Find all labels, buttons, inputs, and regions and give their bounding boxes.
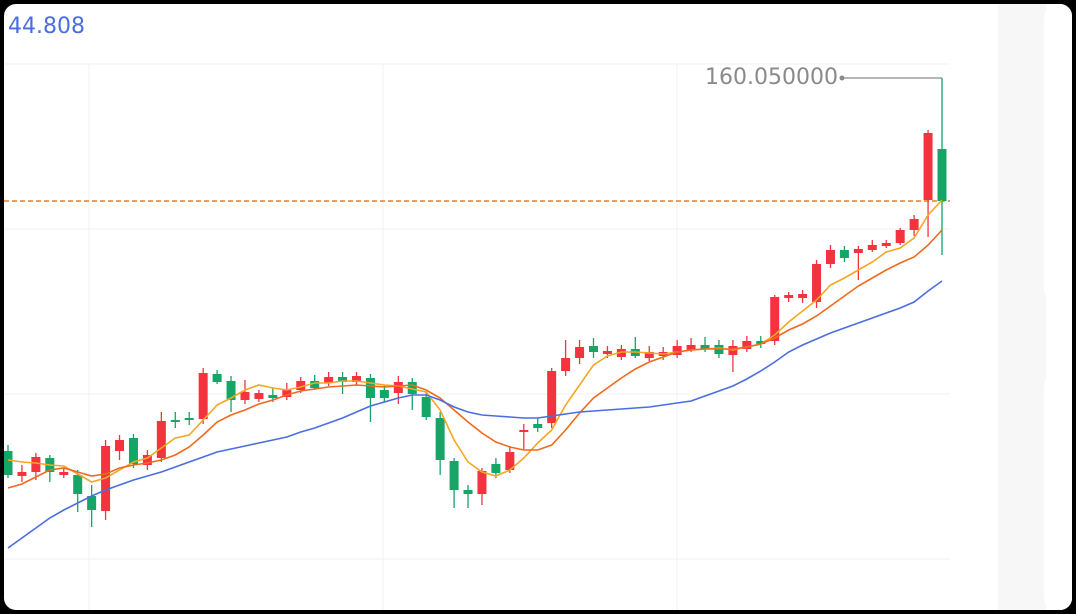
candle-body: [254, 393, 264, 399]
grid: [4, 63, 950, 610]
candle-body: [184, 418, 194, 420]
high-label: 160.050000: [705, 65, 838, 90]
candle-body: [198, 373, 208, 419]
side-panel: [998, 4, 1046, 610]
candle-body: [798, 294, 808, 298]
candle-body: [282, 390, 292, 397]
candle-body: [435, 418, 445, 460]
candle-body: [338, 377, 348, 382]
candle-body: [686, 345, 696, 350]
candle-body: [881, 243, 891, 246]
candle-body: [853, 249, 863, 253]
candle-body: [909, 219, 919, 230]
indicator-value: 44.808: [8, 14, 85, 39]
candle-body: [602, 351, 612, 354]
candle-body: [128, 438, 138, 464]
average-line: [7, 280, 943, 549]
candle-body: [700, 345, 710, 349]
candle-body: [393, 382, 403, 393]
candle-body: [421, 397, 431, 417]
candle-body: [895, 230, 905, 243]
candle-body: [310, 381, 320, 388]
candle-body: [839, 250, 849, 258]
candle-body: [170, 420, 180, 422]
candle-body: [407, 382, 417, 394]
candle-body: [296, 381, 306, 390]
candle-body: [588, 346, 598, 352]
candle-body: [115, 440, 125, 451]
candle-body: [4, 451, 13, 475]
high-dot: [839, 75, 845, 81]
candle-body: [672, 346, 682, 355]
candle-body: [519, 430, 529, 432]
candle-body: [463, 490, 473, 494]
candle-body: [156, 421, 166, 458]
candle-body: [742, 341, 752, 349]
average-line: [7, 199, 943, 483]
candle-body: [616, 349, 626, 357]
candle-body: [867, 245, 877, 250]
candle-body: [937, 149, 947, 201]
candle-body: [491, 464, 501, 473]
candle-body: [226, 381, 236, 400]
candle-body: [812, 264, 822, 302]
candle-body: [923, 133, 933, 200]
average-line: [7, 229, 943, 489]
candle-body: [59, 472, 69, 475]
candle-body: [379, 390, 389, 398]
chart: 44.808 160.050000: [4, 14, 950, 610]
side-edge: [1044, 4, 1072, 304]
candle-body: [142, 455, 152, 465]
candle-body: [365, 378, 375, 398]
candle-body: [324, 377, 334, 383]
candle-body: [352, 376, 362, 382]
candle-body: [770, 297, 780, 341]
candle-body: [547, 371, 557, 423]
candle-body: [533, 424, 543, 428]
candle-body: [73, 475, 83, 494]
candle-body: [31, 457, 41, 472]
candle-body: [825, 250, 835, 264]
candle-body: [784, 295, 794, 298]
candle-body: [212, 374, 222, 382]
side-edge: [1044, 372, 1072, 610]
candle-body: [477, 471, 487, 494]
candle-body: [644, 352, 654, 358]
candle-body: [561, 358, 571, 371]
candle-body: [756, 341, 766, 344]
candle-body: [575, 347, 585, 358]
candle-body: [505, 452, 515, 470]
candle-body: [268, 395, 278, 398]
candle-body: [449, 461, 459, 490]
candle-body: [240, 392, 250, 400]
candle-body: [87, 496, 97, 510]
candle-body: [17, 472, 27, 476]
